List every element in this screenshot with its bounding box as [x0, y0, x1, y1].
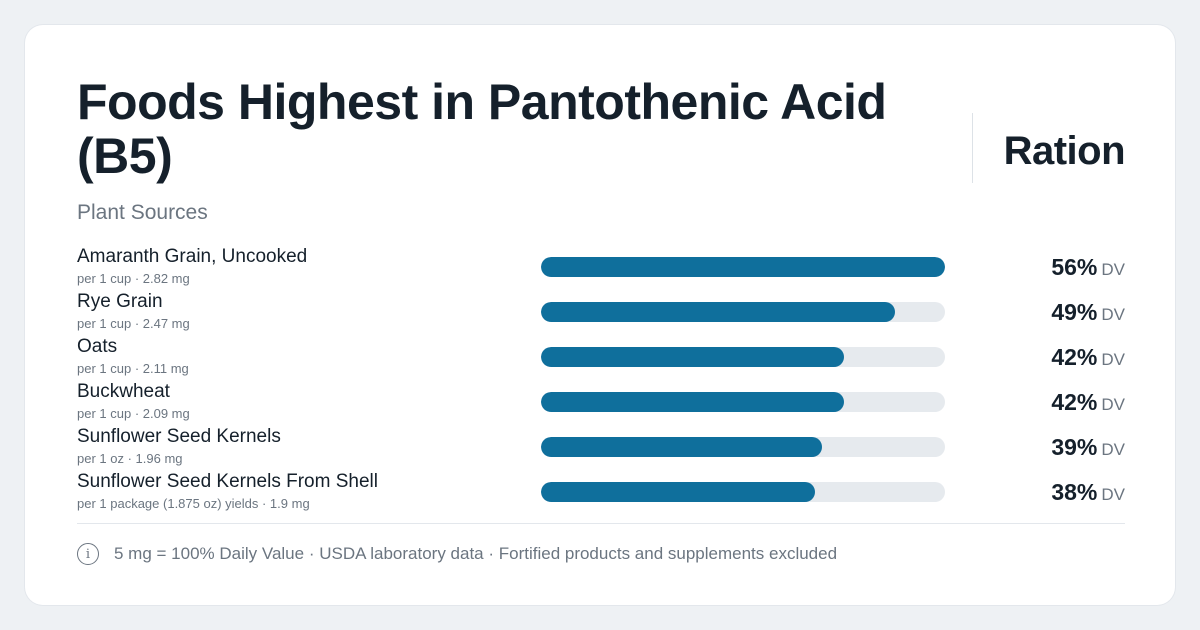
value-unit: DV — [1101, 395, 1125, 414]
value-number: 39% — [1051, 434, 1098, 460]
brand-logo: Ration — [1003, 129, 1126, 173]
bar-track — [541, 257, 945, 277]
value-unit: DV — [1101, 350, 1125, 369]
footer-divider — [77, 523, 1125, 524]
food-serving: per 1 cup · 2.47 mg — [77, 316, 190, 331]
food-name: Sunflower Seed Kernels From Shell — [77, 471, 378, 492]
value-label: 42% DV — [1051, 389, 1125, 416]
food-serving: per 1 cup · 2.11 mg — [77, 361, 189, 376]
bar — [541, 302, 895, 322]
bar-list: Amaranth Grain, Uncooked per 1 cup · 2.82… — [77, 245, 1125, 515]
bar-track — [541, 437, 945, 457]
value-number: 42% — [1051, 344, 1098, 370]
food-serving: per 1 package (1.875 oz) yields · 1.9 mg — [77, 496, 310, 511]
bar-row: Amaranth Grain, Uncooked per 1 cup · 2.82… — [77, 245, 1125, 290]
value-label: 42% DV — [1051, 344, 1125, 371]
chart-title: Foods Highest in Pantothenic Acid (B5) — [77, 74, 887, 184]
value-label: 49% DV — [1051, 299, 1125, 326]
value-label: 56% DV — [1051, 254, 1125, 281]
bar — [541, 482, 816, 502]
food-name: Rye Grain — [77, 291, 163, 312]
value-number: 49% — [1051, 299, 1098, 325]
bar-row: Sunflower Seed Kernels per 1 oz · 1.96 mg… — [77, 425, 1125, 470]
food-name: Oats — [77, 336, 118, 357]
value-number: 42% — [1051, 389, 1098, 415]
food-serving: per 1 cup · 2.09 mg — [77, 406, 190, 421]
value-unit: DV — [1101, 305, 1125, 324]
bar — [541, 437, 823, 457]
chart-subtitle: Plant Sources — [77, 201, 208, 224]
chart-card: Foods Highest in Pantothenic Acid (B5) P… — [25, 25, 1175, 605]
info-icon: i — [77, 543, 99, 565]
bar-row: Sunflower Seed Kernels From Shell per 1 p… — [77, 470, 1125, 515]
food-serving: per 1 cup · 2.82 mg — [77, 271, 190, 286]
bar-track — [541, 482, 945, 502]
bar — [541, 347, 844, 367]
value-label: 38% DV — [1051, 479, 1125, 506]
food-name: Amaranth Grain, Uncooked — [77, 246, 308, 267]
bar — [541, 257, 945, 277]
bar-row: Rye Grain per 1 cup · 2.47 mg 49% DV — [77, 290, 1125, 335]
bar-row: Oats per 1 cup · 2.11 mg 42% DV — [77, 335, 1125, 380]
bar-track — [541, 392, 945, 412]
value-label: 39% DV — [1051, 434, 1125, 461]
bar-track — [541, 347, 945, 367]
bar-track — [541, 302, 945, 322]
value-unit: DV — [1101, 440, 1125, 459]
value-unit: DV — [1101, 260, 1125, 279]
bar-row: Buckwheat per 1 cup · 2.09 mg 42% DV — [77, 380, 1125, 425]
food-name: Buckwheat — [77, 381, 170, 402]
brand-divider — [972, 113, 973, 183]
food-serving: per 1 oz · 1.96 mg — [77, 451, 183, 466]
footer: i 5 mg = 100% Daily Value · USDA laborat… — [77, 543, 837, 565]
food-name: Sunflower Seed Kernels — [77, 426, 281, 447]
value-unit: DV — [1101, 485, 1125, 504]
value-number: 38% — [1051, 479, 1098, 505]
bar — [541, 392, 844, 412]
value-number: 56% — [1051, 254, 1098, 280]
footer-note: 5 mg = 100% Daily Value · USDA laborator… — [114, 544, 838, 563]
